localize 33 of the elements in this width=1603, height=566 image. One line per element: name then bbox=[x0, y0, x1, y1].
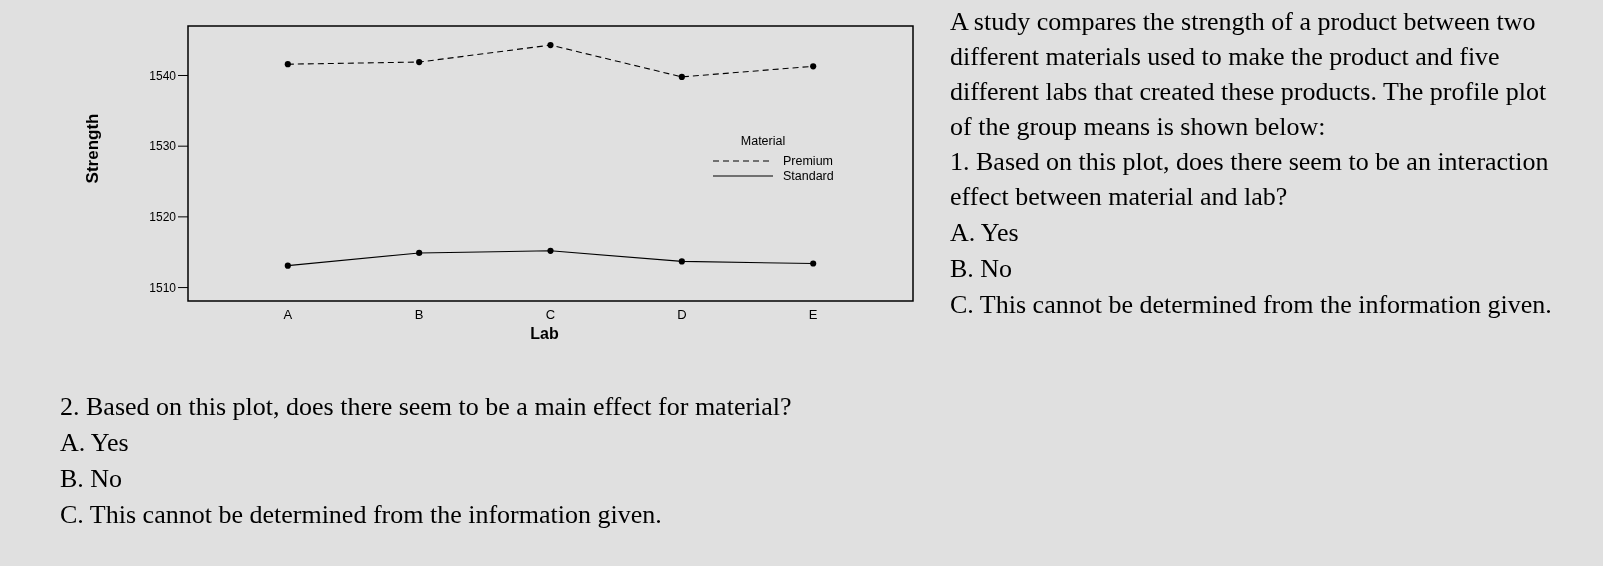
text: A. Yes bbox=[950, 217, 1020, 249]
x-tick-label: C bbox=[545, 307, 556, 322]
y-tick-label: 1540 bbox=[149, 68, 177, 83]
text: 1. Based on this plot, does there seem to be an interaction effect between material and lab? bbox=[950, 146, 1550, 213]
x-axis-title: Lab bbox=[530, 325, 559, 342]
text: C. This cannot be determined from the information given. bbox=[60, 499, 663, 531]
legend-label: Standard bbox=[783, 169, 834, 184]
text: A. Yes bbox=[60, 427, 130, 459]
y-tick-label: 1530 bbox=[149, 139, 177, 154]
y-tick-label: 1510 bbox=[149, 280, 177, 295]
point bbox=[284, 262, 291, 269]
x-tick-label: A bbox=[283, 307, 293, 322]
point bbox=[416, 58, 423, 66]
point bbox=[810, 260, 817, 267]
text: B. No bbox=[950, 253, 1014, 285]
x-tick-label: E bbox=[808, 307, 818, 322]
y-axis-title: Strength bbox=[83, 113, 102, 184]
text: B. No bbox=[60, 463, 124, 495]
point bbox=[678, 73, 685, 80]
text: 2. Based on this plot, does there seem to be a main effect for material? bbox=[60, 391, 793, 423]
x-tick-label: D bbox=[677, 307, 687, 322]
text: C. This cannot be determined from the information given. bbox=[950, 289, 1553, 321]
y-tick-label: 1520 bbox=[149, 210, 177, 225]
point bbox=[678, 258, 685, 265]
point bbox=[810, 63, 817, 70]
point bbox=[547, 42, 554, 49]
legend-label: Premium bbox=[783, 154, 834, 169]
point bbox=[416, 249, 423, 257]
point bbox=[284, 61, 291, 68]
point bbox=[547, 247, 554, 254]
legend-title: Material bbox=[740, 134, 786, 148]
text: A study compares the strength of a product between two different materials used to make the product and five different labs that created these products. The profile plot of the group means is shown below: bbox=[950, 6, 1548, 143]
x-tick-label: B bbox=[414, 307, 424, 322]
